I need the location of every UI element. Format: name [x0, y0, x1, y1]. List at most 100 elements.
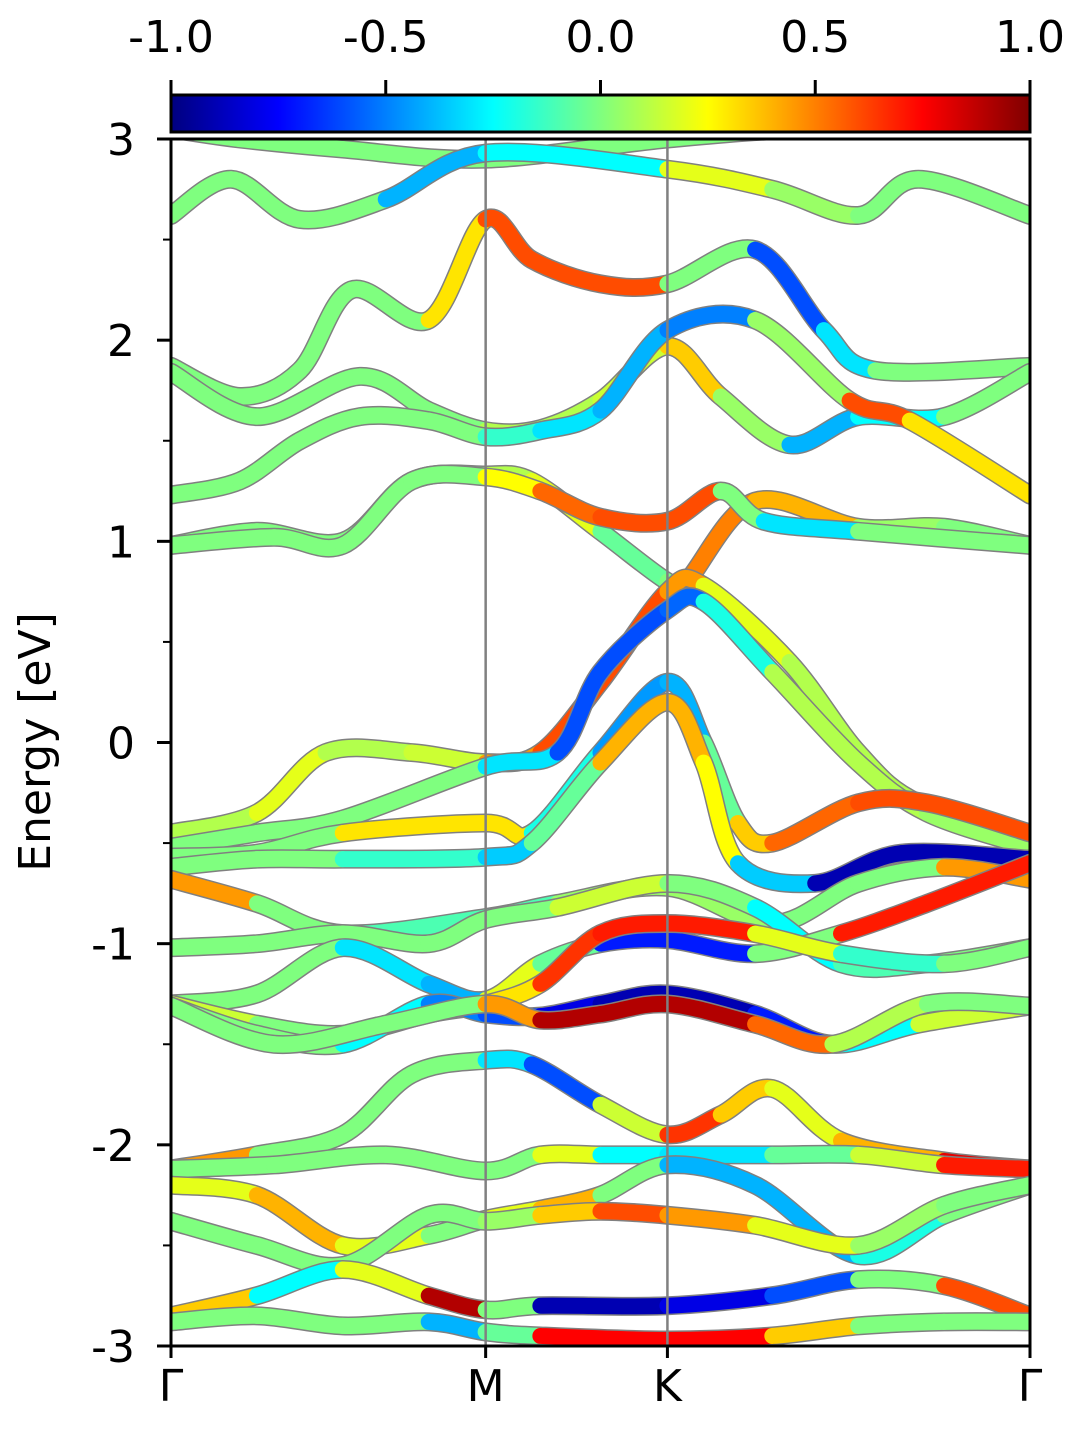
- band-segment: [592, 275, 676, 296]
- band-segment: [532, 1327, 676, 1345]
- band-segment: [659, 1327, 781, 1345]
- band-segment: [659, 306, 764, 339]
- y-tick-label: -2: [91, 1121, 135, 1172]
- band-segment: [659, 338, 729, 405]
- band-segment: [477, 210, 540, 268]
- band-segment: [334, 849, 494, 868]
- band-segment: [918, 804, 1030, 856]
- band-10: [172, 692, 1030, 894]
- band-segment: [334, 758, 494, 827]
- band-segment: [729, 855, 824, 892]
- colorbar-gradient: [169, 93, 1032, 134]
- band-segment: [659, 694, 712, 771]
- band-segment: [841, 392, 918, 429]
- band-segment: [592, 523, 676, 590]
- band-segment: [231, 362, 308, 405]
- colorbar-tick-label: 1.0: [995, 12, 1065, 63]
- band-2: [172, 208, 1030, 406]
- band-segment: [592, 931, 676, 952]
- band-segment: [833, 895, 935, 942]
- band-4: [172, 304, 1030, 505]
- band-segment: [910, 171, 1030, 224]
- band-segment: [477, 1207, 549, 1230]
- band-segment: [850, 859, 953, 892]
- band-segment: [659, 1207, 764, 1234]
- band-segment: [248, 1307, 351, 1334]
- band-segment: [291, 408, 368, 449]
- band-segment: [172, 1177, 265, 1204]
- band-segment: [420, 1313, 494, 1340]
- band-segment: [477, 422, 549, 446]
- band-segment: [334, 472, 420, 554]
- band-segment: [824, 996, 935, 1053]
- band-outline: [172, 587, 1030, 857]
- band-segment: [377, 996, 494, 1033]
- band-segment: [403, 466, 494, 489]
- band-segment: [172, 851, 265, 876]
- band-segment: [377, 1146, 494, 1179]
- band-segment: [901, 412, 1030, 504]
- band-segment: [747, 241, 832, 339]
- band-segment: [833, 945, 953, 972]
- band-segment: [172, 804, 265, 841]
- band-segment: [248, 1126, 351, 1163]
- band-segment: [936, 939, 1030, 972]
- band-segment: [781, 408, 867, 453]
- band-segment: [764, 1080, 850, 1149]
- band-segment: [893, 844, 1030, 868]
- band-segment: [266, 1016, 394, 1053]
- band-segment: [172, 998, 283, 1053]
- band-segment: [477, 899, 566, 928]
- band-segment: [248, 810, 351, 842]
- band-segment: [523, 251, 609, 292]
- band-segment: [231, 140, 351, 158]
- band-segment: [918, 993, 1030, 1015]
- band-segment: [477, 1323, 549, 1344]
- band-segment: [172, 1156, 283, 1177]
- band-segment: [867, 358, 1030, 381]
- band-segment: [659, 240, 764, 292]
- plot-area: -3 -2 -1 0 1 2 3 Γ M K Γ: [91, 115, 1043, 1412]
- band-6: [172, 464, 1030, 558]
- band-segment: [659, 931, 764, 962]
- band-segment: [248, 850, 351, 868]
- y-tick-label: 2: [107, 316, 135, 367]
- band-segment: [764, 1271, 867, 1304]
- y-tick-label: -1: [91, 920, 135, 971]
- y-tick-label: 1: [107, 517, 135, 568]
- band-lines: [172, 140, 1030, 1345]
- colorbar-tick-label: 0.5: [780, 12, 850, 63]
- band-segment: [377, 145, 494, 208]
- band-segment: [172, 825, 265, 856]
- x-tick-label: M: [467, 1361, 505, 1412]
- band-segment: [850, 1146, 953, 1173]
- band-segment: [592, 322, 676, 419]
- band-segment: [248, 368, 368, 425]
- band-segment: [523, 754, 609, 852]
- band-segment: [850, 1313, 953, 1334]
- band-segment: [532, 1006, 609, 1029]
- band-segment: [850, 1271, 953, 1294]
- band-segment: [659, 1156, 764, 1194]
- band-segment: [248, 1187, 351, 1254]
- band-segment: [477, 1146, 549, 1179]
- band-segment: [807, 845, 910, 892]
- band-21: [172, 1260, 1030, 1326]
- band-segment: [477, 1297, 549, 1319]
- band-segment: [850, 523, 1030, 554]
- band-segment: [420, 211, 494, 329]
- band-segment: [266, 1146, 394, 1173]
- band-segment: [317, 739, 420, 761]
- band-18: [172, 1144, 1030, 1181]
- band-segment: [659, 161, 781, 198]
- band-segment: [712, 1080, 781, 1123]
- band-segment: [532, 1297, 676, 1315]
- band-segment: [764, 664, 867, 771]
- band-segment: [334, 939, 437, 992]
- y-tick-label: 0: [107, 719, 135, 770]
- band-segment: [549, 664, 609, 761]
- band-segment: [549, 875, 676, 916]
- band-segment: [334, 814, 494, 842]
- band-segment: [659, 1287, 781, 1314]
